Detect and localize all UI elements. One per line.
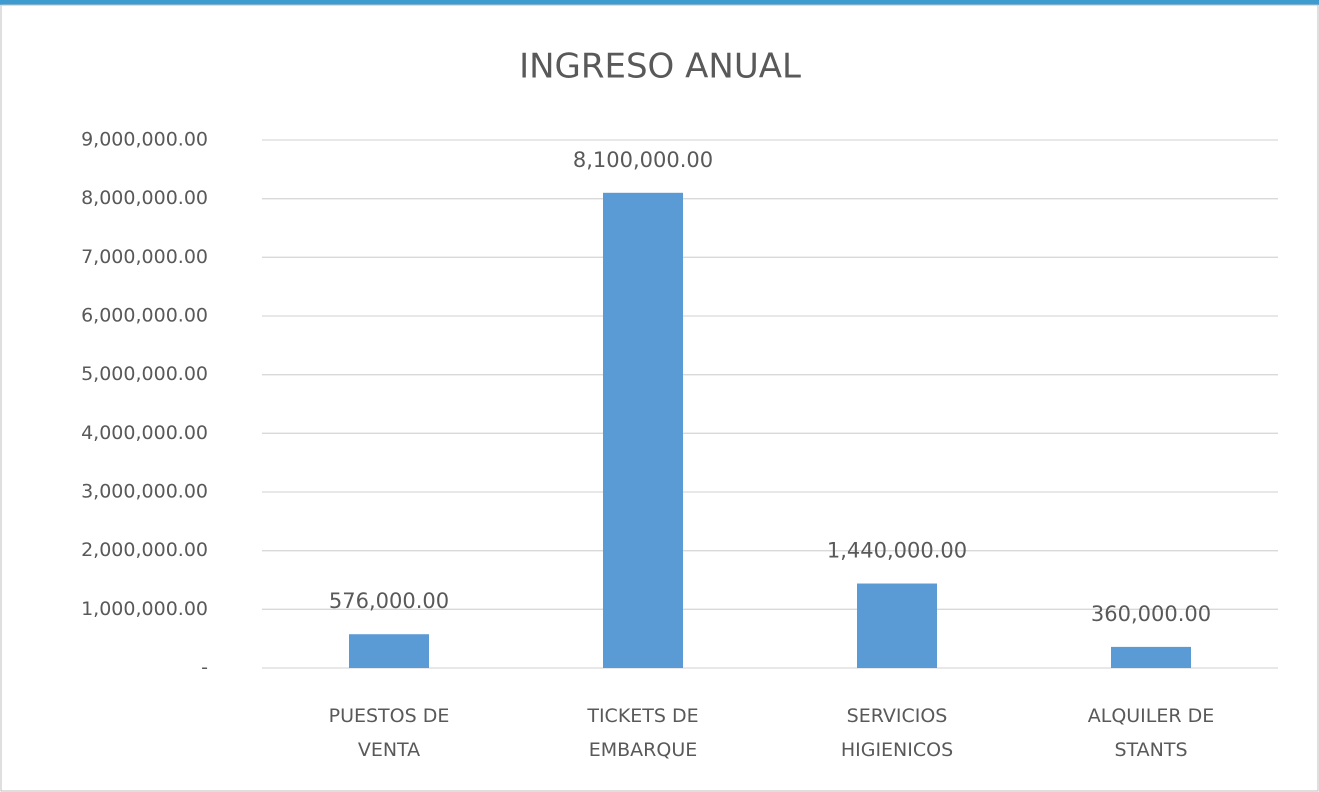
- x-tick-label: ALQUILER DE STANTS: [1088, 705, 1215, 761]
- y-tick-label: 8,000,000.00: [81, 187, 208, 209]
- y-tick-label: 9,000,000.00: [81, 129, 208, 151]
- data-label: 1,440,000.00: [827, 539, 967, 563]
- y-tick-label: 6,000,000.00: [81, 305, 208, 327]
- y-tick-label: 7,000,000.00: [81, 246, 208, 268]
- x-tick-label: PUESTOS DE VENTA: [329, 705, 450, 761]
- bar: [857, 583, 937, 668]
- bar: [349, 634, 429, 668]
- bar: [1111, 646, 1191, 668]
- y-tick-label: 3,000,000.00: [81, 481, 208, 503]
- data-label: 360,000.00: [1091, 602, 1211, 626]
- y-tick-label: 5,000,000.00: [81, 363, 208, 385]
- x-tick-label: TICKETS DE EMBARQUE: [586, 705, 698, 761]
- x-tick-label: SERVICIOS HIGIENICOS: [841, 705, 953, 761]
- data-label: 8,100,000.00: [573, 148, 713, 172]
- y-tick-label: 1,000,000.00: [81, 598, 208, 620]
- bar: [603, 192, 683, 669]
- chart-frame: [0, 4, 1319, 792]
- y-tick-label: -: [201, 657, 208, 679]
- data-label: 576,000.00: [329, 589, 449, 613]
- top-border: [0, 0, 1319, 5]
- y-tick-label: 4,000,000.00: [81, 422, 208, 444]
- chart-title: INGRESO ANUAL: [519, 47, 801, 87]
- y-tick-label: 2,000,000.00: [81, 539, 208, 561]
